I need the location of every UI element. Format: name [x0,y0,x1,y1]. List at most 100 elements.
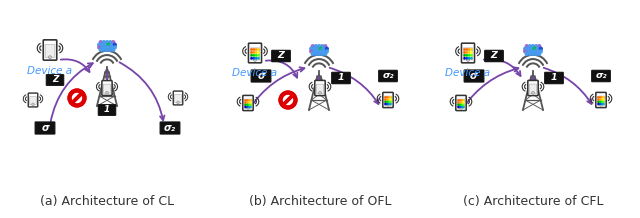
Text: σ₂: σ₂ [595,72,607,80]
Circle shape [245,106,246,107]
FancyBboxPatch shape [173,91,183,105]
FancyBboxPatch shape [315,80,325,96]
FancyBboxPatch shape [385,96,392,105]
FancyBboxPatch shape [104,84,111,93]
Circle shape [470,58,472,59]
Circle shape [600,97,601,98]
FancyBboxPatch shape [248,43,262,63]
Circle shape [113,46,116,49]
Circle shape [458,106,459,107]
Text: σ: σ [41,123,49,133]
Circle shape [540,50,542,53]
FancyBboxPatch shape [464,70,484,82]
Circle shape [598,99,599,100]
Circle shape [529,45,531,48]
Circle shape [463,102,464,103]
FancyBboxPatch shape [46,75,64,85]
FancyBboxPatch shape [160,122,180,134]
FancyBboxPatch shape [29,96,36,105]
Circle shape [245,102,246,103]
FancyBboxPatch shape [463,48,473,60]
Circle shape [464,52,465,53]
Circle shape [390,101,391,102]
Circle shape [538,45,541,48]
Circle shape [532,45,534,48]
Circle shape [388,97,389,98]
Circle shape [390,99,391,100]
Circle shape [600,99,601,100]
Circle shape [466,49,468,50]
Circle shape [527,47,530,50]
Circle shape [460,100,461,101]
Circle shape [32,103,35,106]
Circle shape [319,91,321,94]
Circle shape [387,97,388,98]
Circle shape [102,41,106,44]
Circle shape [246,100,248,101]
Text: Z: Z [491,51,497,61]
Circle shape [106,91,108,94]
Circle shape [458,104,459,105]
Circle shape [536,47,539,50]
Text: (a) Architecture of CL: (a) Architecture of CL [40,195,174,208]
FancyBboxPatch shape [102,81,112,95]
FancyBboxPatch shape [592,70,611,82]
Text: σ₂: σ₂ [382,72,394,80]
Text: 1: 1 [104,106,110,114]
Circle shape [250,100,251,101]
Circle shape [246,106,248,107]
Circle shape [460,102,461,103]
Circle shape [598,97,599,98]
Circle shape [314,45,317,48]
FancyBboxPatch shape [596,92,606,108]
Circle shape [388,101,389,102]
Circle shape [533,47,536,50]
Circle shape [532,53,534,55]
Circle shape [388,99,389,100]
Circle shape [470,55,472,56]
Circle shape [99,41,102,44]
Circle shape [49,56,52,59]
Circle shape [598,101,599,102]
Text: σ: σ [257,71,265,81]
Circle shape [385,101,386,102]
Circle shape [603,97,604,98]
Circle shape [387,101,388,102]
Circle shape [246,104,248,105]
Circle shape [253,58,257,61]
FancyBboxPatch shape [597,96,605,105]
Circle shape [316,50,319,53]
Circle shape [314,53,317,55]
Circle shape [98,43,100,46]
Circle shape [530,50,533,53]
Circle shape [255,52,257,53]
Circle shape [104,43,107,46]
Circle shape [525,45,528,48]
Circle shape [460,106,463,109]
Circle shape [258,52,259,53]
Circle shape [467,58,470,61]
Circle shape [524,47,527,50]
Circle shape [253,55,255,56]
Circle shape [113,43,116,46]
Circle shape [319,47,322,50]
Circle shape [464,55,465,56]
FancyBboxPatch shape [528,80,538,96]
Text: Device a: Device a [232,68,278,78]
Circle shape [250,106,251,107]
FancyBboxPatch shape [243,95,253,111]
Circle shape [313,50,316,53]
Circle shape [317,53,321,55]
Circle shape [390,97,391,98]
Text: 1: 1 [338,73,344,82]
Circle shape [325,50,328,53]
Circle shape [385,99,386,100]
Circle shape [250,104,251,105]
Circle shape [177,101,179,104]
Circle shape [534,53,538,55]
FancyBboxPatch shape [244,99,252,108]
Circle shape [466,58,468,59]
Circle shape [325,47,328,50]
Circle shape [468,55,470,56]
Circle shape [533,50,536,53]
